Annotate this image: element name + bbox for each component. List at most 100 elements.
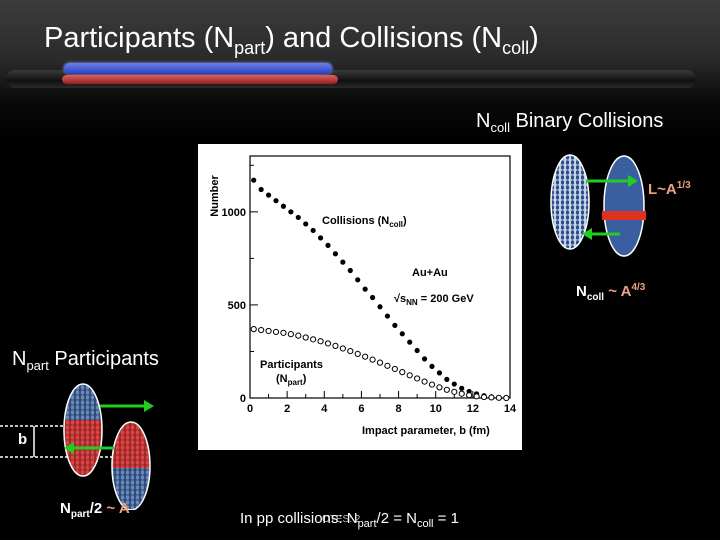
collisions-point [265,192,272,198]
collisions-point [273,198,279,204]
collision-disk [602,211,646,220]
participants-point [376,359,384,366]
plot-svg: 0 500 1000 0 2 4 6 8 10 12 14 Impact parameter, b (… [209,155,517,437]
x-tick-label: 0 [247,403,253,415]
x-tick-label: 4 [321,403,328,415]
ncoll-heading: Ncoll Binary Collisions [476,110,664,135]
x-tick-label: 10 [430,403,442,415]
x-tick-label: 6 [358,403,364,415]
collisions-point [332,251,339,257]
participants-point [480,393,488,401]
participants-point [310,336,317,343]
participants-point [473,393,480,400]
participants-point [399,369,406,376]
collisions-point [384,313,391,319]
collisions-point [251,177,257,183]
participants-point [369,356,376,363]
collisions-annotation: Collisions (Ncoll) [322,215,407,229]
x-tick-label: 14 [504,403,517,415]
collisions-point [310,227,316,234]
collisions-point [280,203,287,209]
participants-sub-annotation: (Npart) [276,373,307,387]
slide-title: Participants (Npart) and Collisions (Nco… [44,22,539,58]
collisions-point [459,385,465,391]
x-tick-label: 12 [467,403,479,415]
collisions-point [258,186,264,193]
participants-point [339,345,346,352]
collisions-point [429,363,435,369]
participants-point [414,375,421,382]
y-tick-label: 0 [240,393,246,405]
x-tick-label: 2 [284,403,290,415]
y-tick-label: 1000 [222,207,246,219]
participants-point [272,328,280,336]
collisions-point [421,356,428,362]
participants-point [495,394,502,401]
participants-point [451,388,458,395]
npart-heading: Npart Participants [12,348,159,373]
y-tick-label: 500 [228,300,246,312]
collisions-point [340,259,346,265]
binary-collision-diagram [550,154,646,257]
participants-diagram [0,383,154,510]
collisions-point [414,347,420,354]
participants-point [295,332,302,339]
participants-point [302,334,309,341]
npart-scaling: Npart/2 ~ A [60,500,130,520]
length-label: L~A1/3 [648,180,691,198]
collisions-point [451,381,457,387]
participants-point [443,386,450,393]
participants-point [317,338,324,345]
system-annotation: Au+Au [412,267,448,279]
participants-point [332,342,339,349]
collisions-point [295,214,301,221]
ncoll-scaling: Ncoll ~ A4/3 [576,282,646,303]
collisions-point [347,267,353,274]
collisions-point [355,277,361,283]
participants-point [250,326,257,333]
collisions-point [392,322,398,328]
participants-point [458,390,465,397]
pp-collisions-line: In pp collisions: Npart/2 = Ncoll = 1 [240,510,459,530]
participants-point [258,326,265,334]
participants-point [362,353,369,360]
collisions-point [369,294,376,301]
participants-point [354,350,361,357]
participants-point [428,381,436,388]
participants-point [466,392,473,399]
b-label: b [18,431,28,448]
collisions-point [362,286,368,292]
y-axis-label: Number [209,175,221,217]
collisions-point [399,331,405,337]
collisions-point [317,235,324,241]
participants-point [436,384,443,391]
participants-point [421,378,428,385]
participants-point [265,327,272,335]
collisions-point [377,304,383,310]
collisions-point [436,370,443,376]
left-nucleus-dotted [550,154,590,250]
participants-point [488,394,495,401]
collisions-point [303,221,309,227]
collisions-point [444,376,450,382]
footer-stamp: OTES: 2 [322,514,361,525]
participants-point [406,372,413,379]
participants-point [384,362,391,369]
title-blue-bar [64,63,332,74]
participants-point [391,365,398,373]
participants-point [324,340,332,347]
energy-annotation: √sNN = 200 GeV [394,293,474,307]
participants-point [287,331,294,338]
plot-panel: 0 500 1000 0 2 4 6 8 10 12 14 Impact parameter, b (… [198,144,522,450]
title-red-bar [62,75,338,84]
participants-point [503,394,510,402]
participants-annotation: Participants [260,359,323,371]
x-axis-label: Impact parameter, b (fm) [362,425,490,437]
collisions-point [325,242,331,248]
collisions-point [407,339,413,345]
participants-point [347,347,354,355]
participants-point [280,329,287,336]
collisions-point [288,209,294,215]
right-nucleus [603,155,645,257]
x-tick-label: 8 [396,403,402,415]
